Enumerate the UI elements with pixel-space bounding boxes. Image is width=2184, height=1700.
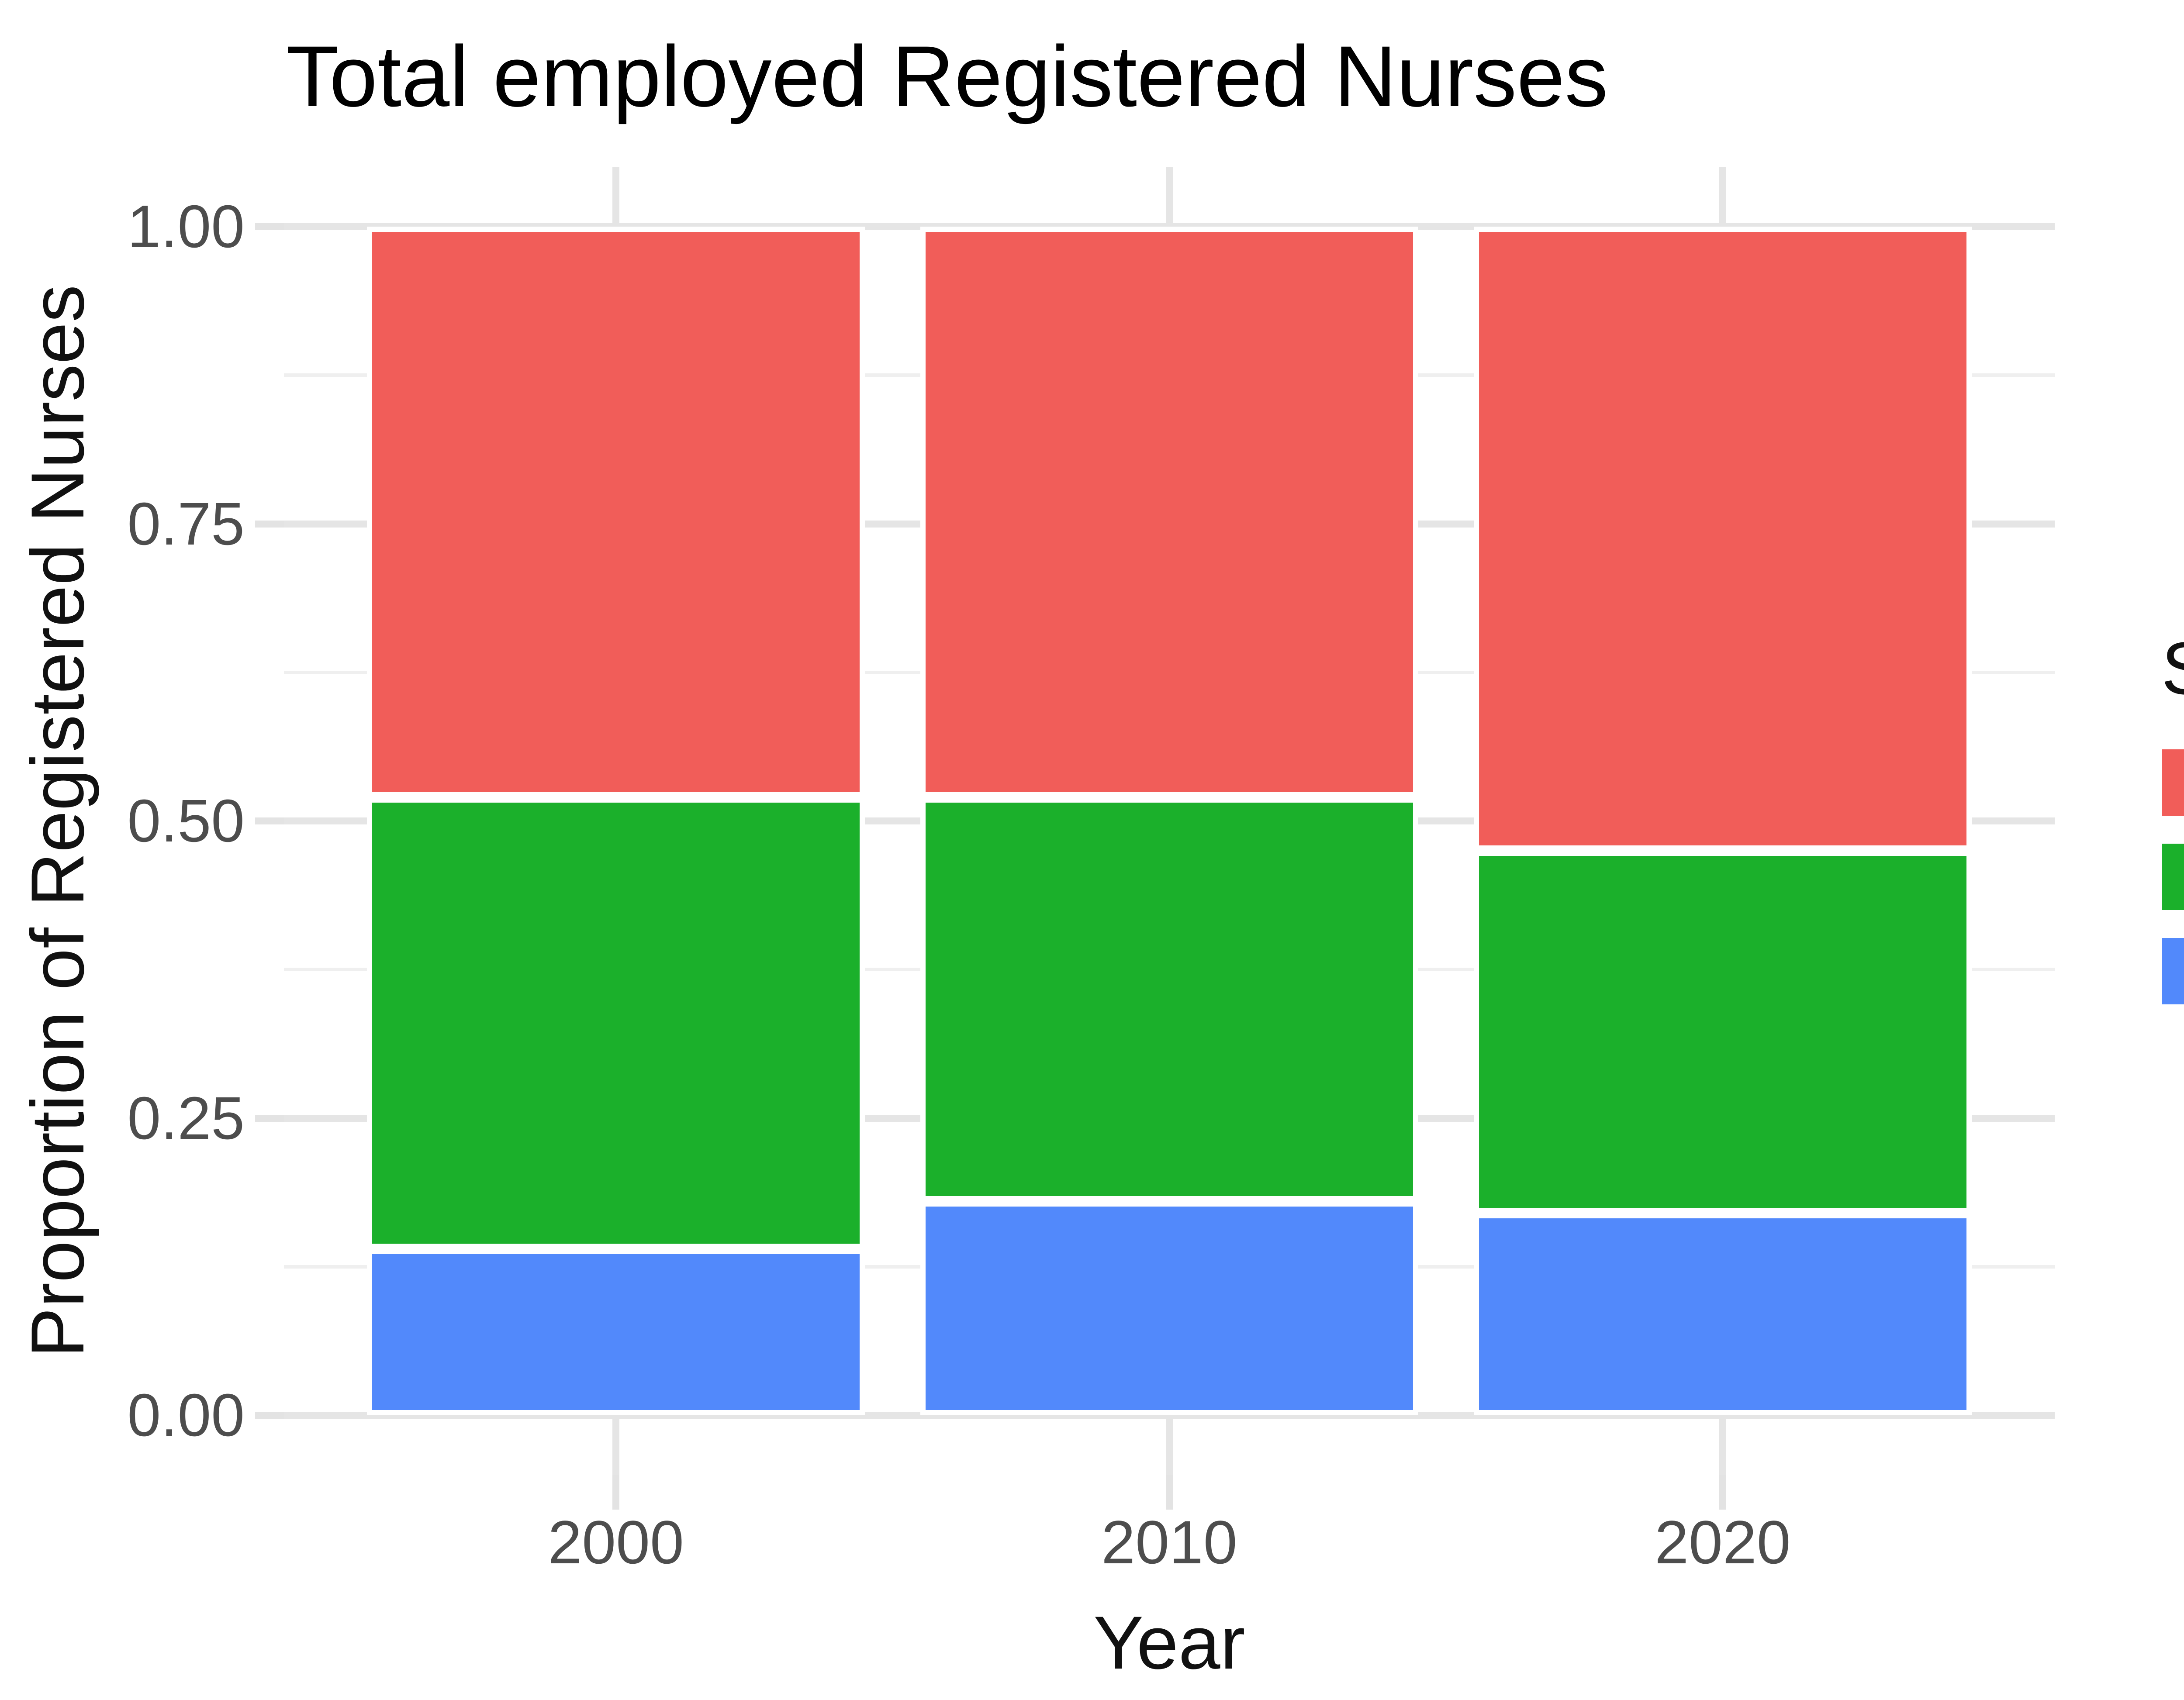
legend-key-north-carolina [2162,938,2184,1004]
bar-segment-2020-california [1473,227,1972,851]
stacked-bar-2000 [367,227,865,1415]
y-tick-label-0.75: 0.75 [127,490,245,558]
stacked-bar-2020 [1473,227,1972,1415]
bar-segment-2000-california [367,227,865,797]
x-tick-label-2000: 2000 [548,1508,684,1576]
legend-title: State [2161,630,2184,707]
legend-key-california [2162,749,2184,816]
x-tick-label-2010: 2010 [1101,1508,1237,1576]
x-axis-tick [612,1475,620,1510]
plot-panel [284,167,2055,1475]
bar-segment-2020-new-york [1473,851,1972,1213]
bar-segment-2000-new-york [367,797,865,1249]
bar-segment-2020-north-carolina [1473,1213,1972,1415]
x-axis-title: Year [1093,1601,1245,1685]
x-tick-label-2020: 2020 [1655,1508,1791,1576]
x-axis-tick [1719,1475,1726,1510]
stacked-bar-2010 [920,227,1418,1415]
y-tick-label-0.50: 0.50 [127,787,245,855]
y-tick-label-0.25: 0.25 [127,1084,245,1152]
x-axis-tick [1166,1475,1173,1510]
bar-segment-2010-new-york [920,797,1418,1201]
y-axis-tick [255,520,284,528]
y-axis-tick [255,223,284,230]
legend-key-new-york [2162,844,2184,910]
bar-segment-2010-north-carolina [920,1201,1418,1415]
y-axis-tick [255,1114,284,1122]
bar-segment-2000-north-carolina [367,1249,865,1415]
y-tick-label-1.00: 1.00 [127,193,245,260]
bar-segment-2010-california [920,227,1418,797]
y-axis-tick [255,1412,284,1419]
y-tick-label-0.00: 0.00 [127,1382,245,1449]
y-axis-tick [255,817,284,824]
plot-title: Total employed Registered Nurses [286,28,1608,124]
